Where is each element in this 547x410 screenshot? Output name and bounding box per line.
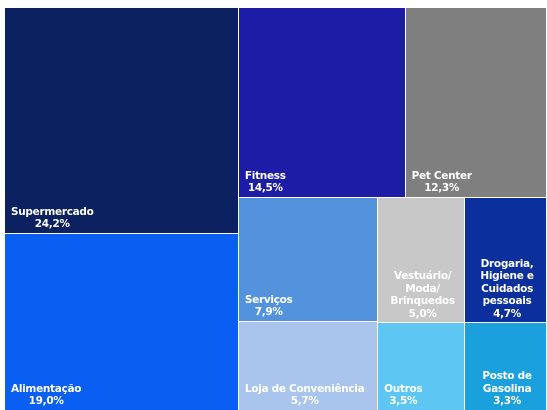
cell-label: Drogaria, Higiene e Cuidados pessoais 4,7…: [465, 258, 546, 323]
treemap-cell: Serviços 7,9%: [238, 197, 378, 321]
cell-label: Posto de Gasolina 3,3%: [465, 370, 546, 410]
value-label: 5,0%: [408, 307, 437, 320]
treemap-cell: Drogaria, Higiene e Cuidados pessoais 4,7…: [465, 197, 546, 323]
category-label: Supermercado: [11, 205, 94, 218]
cell-label: Loja de Conveniência 5,7%: [239, 383, 367, 410]
value-label: 3,3%: [493, 395, 521, 408]
treemap-cell: Vestuário/ Moda/ Brinquedos 5,0%: [378, 197, 465, 323]
value-label: 5,7%: [290, 395, 319, 408]
treemap-cell: Loja de Conveniência 5,7%: [238, 321, 378, 410]
value-label: 19,0%: [28, 395, 64, 408]
cell-label: Outros 3,5%: [378, 383, 425, 410]
cell-label: Vestuário/ Moda/ Brinquedos 5,0%: [378, 270, 464, 322]
category-label: Pet Center: [411, 169, 472, 182]
category-label: Serviços: [244, 293, 293, 306]
treemap-cell: Alimentação 19,0%: [5, 233, 238, 410]
treemap-cell: Supermercado 24,2%: [5, 8, 238, 233]
treemap-cell: Pet Center 12,3%: [405, 8, 546, 197]
category-label: Drogaria, Higiene e Cuidados pessoais: [480, 257, 534, 308]
category-label: Loja de Conveniência: [244, 382, 365, 395]
cell-label: Supermercado 24,2%: [5, 206, 97, 233]
cell-label: Serviços 7,9%: [239, 294, 296, 321]
treemap-cell: Posto de Gasolina 3,3%: [465, 323, 546, 410]
cell-label: Pet Center 12,3%: [406, 170, 475, 197]
value-label: 24,2%: [34, 218, 70, 231]
category-label: Vestuário/ Moda/ Brinquedos: [390, 270, 455, 308]
cell-label: Fitness 14,5%: [239, 170, 289, 197]
value-label: 4,7%: [493, 307, 521, 320]
value-label: 7,9%: [254, 306, 283, 319]
value-label: 3,5%: [389, 395, 418, 408]
category-label: Fitness: [244, 169, 286, 182]
cell-label: Alimentação 19,0%: [5, 383, 84, 410]
value-label: 14,5%: [247, 182, 283, 195]
category-label: Outros: [384, 382, 423, 395]
category-label: Alimentação: [11, 382, 82, 395]
treemap-cell: Fitness 14,5%: [238, 8, 405, 197]
category-label: Posto de Gasolina: [482, 370, 532, 395]
treemap-cell: Outros 3,5%: [378, 323, 465, 410]
value-label: 12,3%: [424, 182, 460, 195]
